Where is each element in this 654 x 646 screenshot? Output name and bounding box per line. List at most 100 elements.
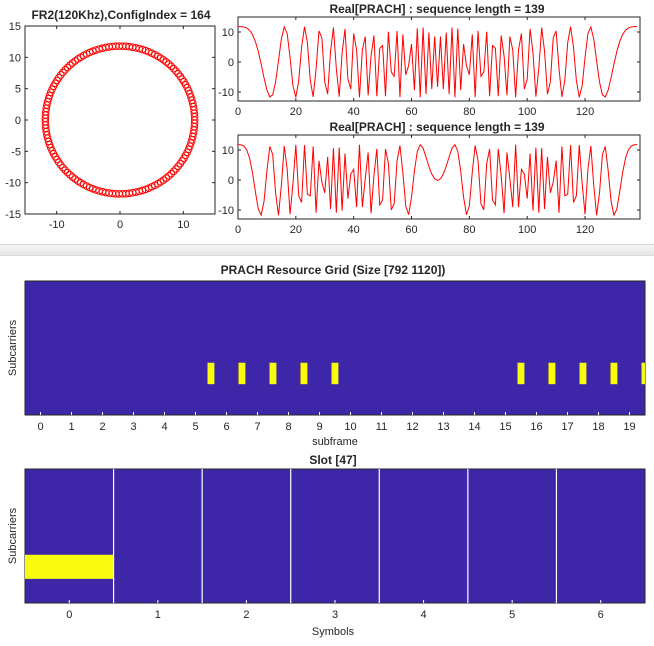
y-tick-label: 5 — [15, 84, 21, 96]
constellation-ticks: -10 0 10 15 10 5 0 -5 -10 -15 — [5, 21, 215, 231]
y-tick-label: -10 — [5, 178, 21, 190]
constellation-point — [162, 174, 170, 182]
constellation-point — [63, 168, 72, 177]
x-tick-label: 20 — [290, 224, 302, 236]
prach-occasion — [548, 362, 556, 385]
x-tick-label: 100 — [518, 224, 536, 236]
constellation-point — [172, 165, 180, 173]
prach-occasion — [238, 362, 246, 385]
constellation-point — [66, 171, 74, 179]
y-tick-label: 10 — [222, 27, 234, 39]
constellation-point — [172, 67, 180, 75]
constellation-point — [190, 119, 199, 128]
resource-grid-ylabel: Subcarriers — [7, 319, 19, 376]
x-tick-label: 16 — [530, 421, 542, 433]
x-tick-label: 13 — [437, 421, 449, 433]
sequence-line-2 — [237, 143, 638, 217]
x-tick-label: 6 — [598, 609, 604, 621]
top-figure-canvas: FR2(120Khz),ConfigIndex = 164 -10 0 101510… — [5, 2, 641, 236]
x-tick-label: 3 — [332, 609, 338, 621]
constellation-point — [66, 61, 74, 69]
constellation-point — [169, 167, 178, 176]
x-tick-label: 7 — [254, 421, 260, 433]
x-tick-label: 1 — [68, 421, 74, 433]
constellation-point — [164, 60, 173, 68]
slot-axes: Slot [47] 0 1 2 3 4 5 6 Symbols Subcarriers — [7, 453, 646, 638]
x-tick-label: 8 — [285, 421, 291, 433]
constellation-point — [167, 169, 176, 178]
x-tick-label: 40 — [348, 224, 360, 236]
sequence-axes-2: Real[PRACH] : sequence length = 139 0 20 4… — [218, 120, 641, 236]
prach-occasion — [579, 362, 587, 385]
x-tick-label: 3 — [130, 421, 136, 433]
x-tick-label: 4 — [421, 609, 427, 621]
x-tick-label: 5 — [192, 421, 198, 433]
x-tick-label: 40 — [348, 106, 360, 118]
x-tick-label: 60 — [405, 106, 417, 118]
slot-xlabel: Symbols — [312, 626, 355, 638]
constellation-point — [169, 64, 178, 73]
constellation-point — [174, 69, 182, 78]
y-tick-label: -10 — [218, 205, 234, 217]
x-tick-label: 12 — [406, 421, 418, 433]
y-tick-label: 0 — [228, 175, 234, 187]
constellation-point — [167, 62, 176, 71]
x-tick-label: 4 — [161, 421, 167, 433]
x-tick-label: 10 — [177, 219, 189, 231]
x-tick-label: 0 — [235, 224, 241, 236]
y-tick-label: -5 — [11, 146, 21, 158]
x-tick-label: 9 — [316, 421, 322, 433]
prach-occasion — [269, 362, 277, 385]
x-tick-label: 19 — [623, 421, 635, 433]
x-tick-label: 18 — [592, 421, 604, 433]
y-tick-label: 0 — [228, 57, 234, 69]
x-tick-label: 0 — [37, 421, 43, 433]
resource-grid-title: PRACH Resource Grid (Size [792 1120]) — [221, 263, 446, 277]
sequence-title-1: Real[PRACH] : sequence length = 139 — [329, 2, 544, 16]
slot-title: Slot [47] — [309, 453, 356, 467]
constellation-point — [59, 163, 67, 172]
x-tick-label: 80 — [463, 106, 475, 118]
constellation-point — [190, 122, 199, 131]
x-tick-label: 2 — [243, 609, 249, 621]
sequence-axes-1: Real[PRACH] : sequence length = 139 0 20 4… — [218, 2, 641, 118]
x-tick-label: 2 — [99, 421, 105, 433]
constellation-point — [61, 166, 69, 174]
top-figure: FR2(120Khz),ConfigIndex = 164 -10 0 10 15 10… — [0, 0, 654, 244]
x-tick-label: 120 — [576, 106, 594, 118]
constellation-point — [164, 172, 173, 180]
y-tick-label: 10 — [222, 145, 234, 157]
resource-grid-xlabel: subframe — [312, 436, 358, 448]
x-tick-label: 20 — [290, 106, 302, 118]
constellation-point — [61, 66, 69, 74]
slot-ylabel: Subcarriers — [7, 507, 19, 564]
resource-grid-plot-area — [24, 280, 646, 416]
sequence-title-2: Real[PRACH] : sequence length = 139 — [329, 120, 544, 134]
prach-occasion — [331, 362, 339, 385]
constellation-points — [41, 42, 199, 198]
y-tick-label: -10 — [218, 87, 234, 99]
prach-occasion — [610, 362, 618, 385]
x-tick-label: 17 — [561, 421, 573, 433]
x-tick-label: 0 — [117, 219, 123, 231]
y-tick-label: 0 — [15, 115, 21, 127]
x-tick-label: 6 — [223, 421, 229, 433]
constellation-axes: FR2(120Khz),ConfigIndex = 164 -10 0 10 15 10… — [5, 8, 216, 231]
resource-grid-cells — [207, 362, 645, 385]
slot-ticks: 0 1 2 3 4 5 6 — [66, 600, 604, 621]
resource-grid-ticks: 0 1 2 3 4 5 6 7 8 9 10 11 12 13 14 15 16 17 18 19 — [37, 412, 636, 433]
slot-cells — [25, 469, 558, 603]
x-tick-label: 80 — [463, 224, 475, 236]
y-tick-label: 10 — [9, 52, 21, 64]
figure-separator[interactable] — [0, 244, 654, 256]
x-tick-label: 60 — [405, 224, 417, 236]
constellation-point — [68, 59, 77, 67]
x-tick-label: 0 — [235, 106, 241, 118]
constellation-plot-area — [24, 25, 216, 215]
constellation-point — [138, 186, 147, 195]
x-tick-label: 100 — [518, 106, 536, 118]
x-tick-label: -10 — [49, 219, 65, 231]
x-tick-label: 15 — [499, 421, 511, 433]
y-tick-label: 15 — [9, 21, 21, 33]
